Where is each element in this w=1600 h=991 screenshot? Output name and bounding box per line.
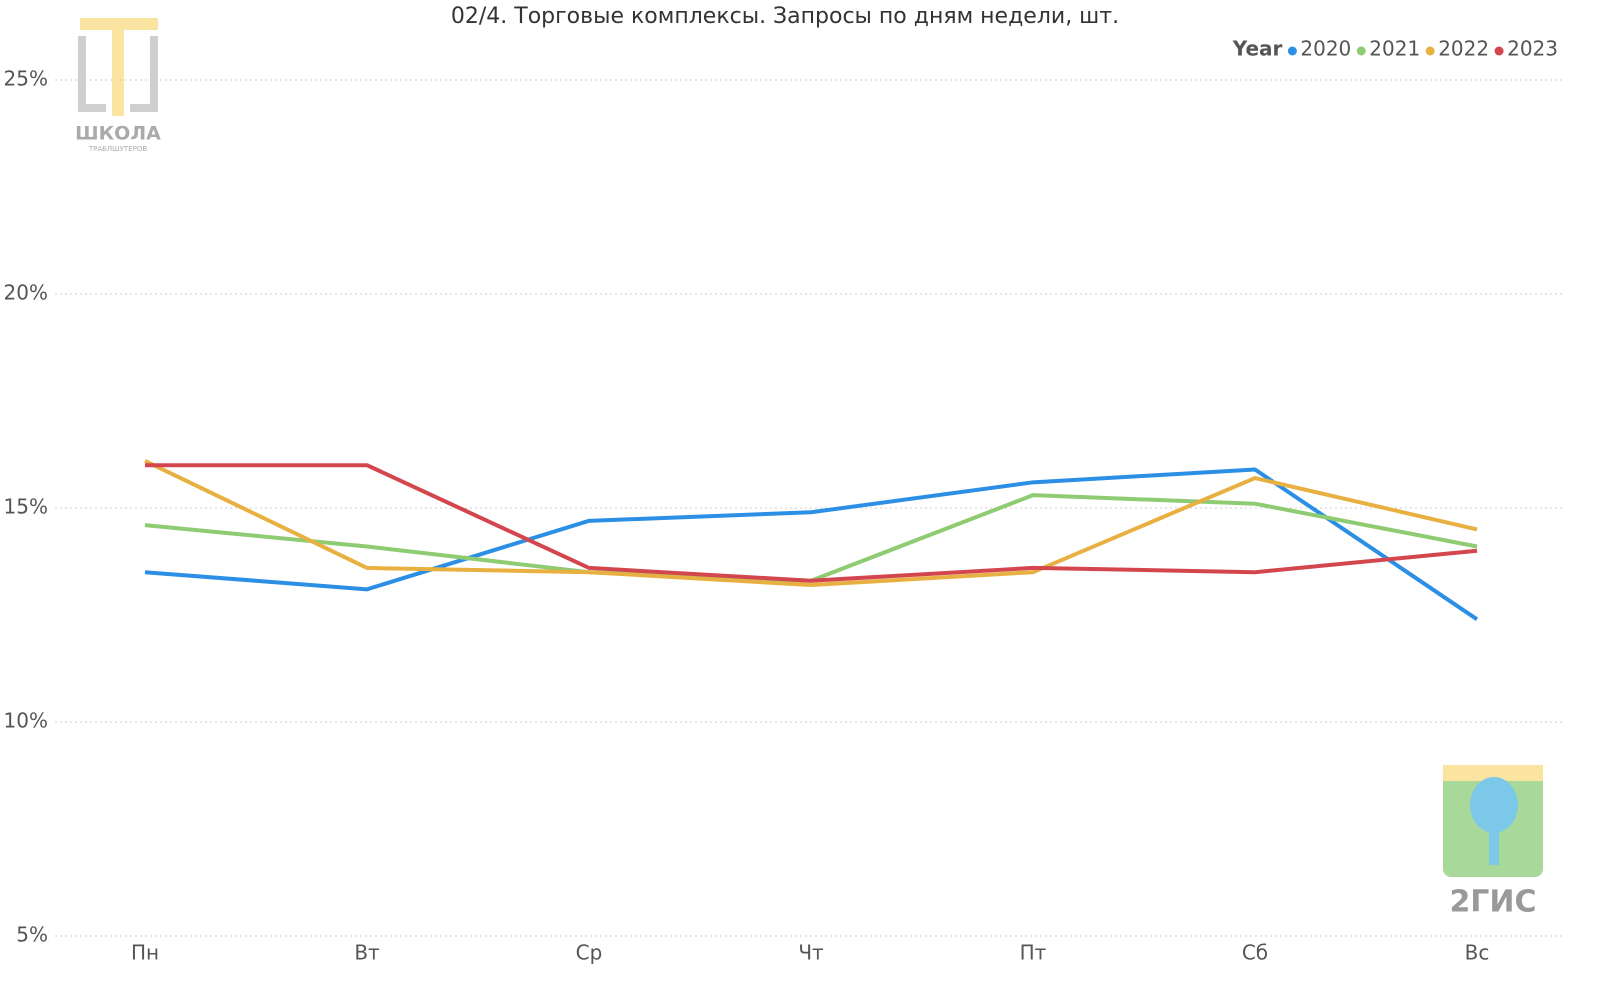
logo-shape <box>1489 825 1499 865</box>
y-tick-label: 20% <box>4 281 48 305</box>
series-line <box>144 467 1479 621</box>
x-tick-label: Чт <box>798 941 824 965</box>
x-tick-label: Вт <box>354 941 380 965</box>
legend-label[interactable]: 2021 <box>1369 37 1420 61</box>
x-tick-label: Ср <box>576 941 603 965</box>
gis-logo: 2ГИС <box>1443 765 1543 920</box>
legend-title: Year <box>1232 37 1283 61</box>
legend-label[interactable]: 2023 <box>1507 37 1558 61</box>
legend-marker <box>1494 46 1504 56</box>
x-tick-label: Пн <box>131 941 159 965</box>
logo-shape <box>1470 777 1518 833</box>
series-line <box>145 463 1478 583</box>
legend-label[interactable]: 2020 <box>1300 37 1351 61</box>
y-tick-label: 10% <box>4 709 48 733</box>
x-tick-label: Сб <box>1242 941 1268 965</box>
series-line <box>144 459 1478 588</box>
y-tick-label: 25% <box>4 67 48 91</box>
x-tick-label: Вс <box>1465 941 1490 965</box>
y-tick-label: 5% <box>16 923 48 947</box>
school-logo: ШКОЛА ТРАБЛШУТЕРОВ <box>75 18 161 153</box>
logo-text: ТРАБЛШУТЕРОВ <box>88 145 148 153</box>
logo-text: 2ГИС <box>1449 885 1536 920</box>
x-tick-label: Пт <box>1020 941 1047 965</box>
legend-marker <box>1287 46 1297 56</box>
legend-marker <box>1356 46 1366 56</box>
logo-text: ШКОЛА <box>75 123 161 145</box>
legend-label[interactable]: 2022 <box>1438 37 1489 61</box>
logo-shape <box>1443 765 1543 781</box>
chart-title: 02/4. Торговые комплексы. Запросы по дня… <box>451 4 1119 29</box>
logo-shape <box>112 18 124 116</box>
y-tick-label: 15% <box>4 495 48 519</box>
logo-shape <box>78 36 158 112</box>
legend-marker <box>1425 46 1435 56</box>
